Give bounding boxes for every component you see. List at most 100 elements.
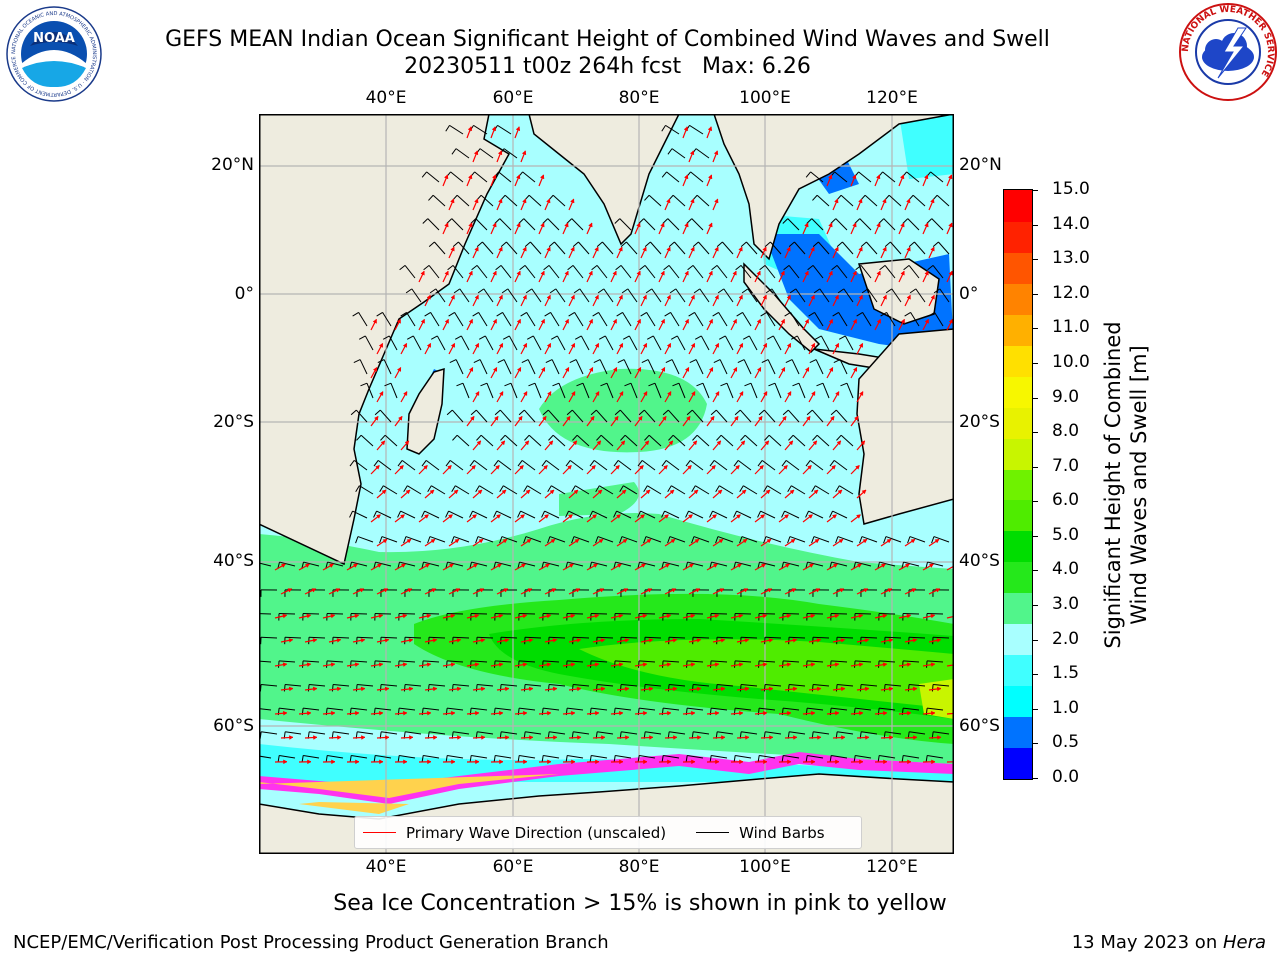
- wave-arrow: [568, 198, 575, 211]
- wave-arrow: [664, 391, 672, 403]
- wave-arrow: [808, 735, 822, 740]
- wave-arrow: [754, 710, 768, 716]
- wave-arrow: [610, 710, 624, 716]
- colorbar-tick-label: 0.0: [1052, 767, 1080, 787]
- wind-barb: [667, 485, 686, 495]
- wave-arrow: [640, 440, 650, 451]
- india: [528, 114, 680, 246]
- wind-barb: [517, 460, 536, 471]
- wave-arrow: [400, 342, 408, 355]
- wave-arrow: [514, 367, 522, 379]
- wind-barb: [620, 241, 638, 255]
- wave-arrow: [520, 588, 533, 595]
- wave-arrow: [298, 613, 312, 619]
- wind-barb: [883, 684, 902, 692]
- wind-barb: [446, 409, 464, 423]
- wind-barb: [884, 589, 902, 597]
- wave-arrow: [688, 294, 695, 307]
- wind-barb: [379, 485, 398, 495]
- colorbar-segment: [1004, 282, 1032, 315]
- wind-barb: [741, 288, 758, 303]
- wind-barb: [260, 636, 278, 645]
- wind-barb: [504, 382, 518, 399]
- wave-arrow: [490, 464, 500, 475]
- wave-arrow: [682, 222, 689, 235]
- wind-barb: [547, 485, 566, 495]
- wave-arrow: [634, 464, 644, 475]
- wave-arrow: [466, 174, 473, 187]
- wave-arrow: [466, 662, 480, 667]
- wave-arrow: [544, 489, 555, 499]
- wind-barb: [307, 684, 326, 692]
- wind-barb: [669, 288, 686, 303]
- lat-tick-left: 20°N: [211, 155, 254, 175]
- colorbar-segment: [1004, 406, 1032, 439]
- wave-arrow: [592, 294, 599, 307]
- wind-barb: [502, 335, 518, 351]
- wind-barb: [926, 660, 944, 668]
- wind-barb: [812, 434, 830, 447]
- wind-barb: [715, 536, 734, 544]
- wind-barb: [691, 485, 710, 495]
- wave-arrow: [682, 514, 693, 523]
- wave-arrow: [880, 588, 893, 595]
- wave-arrow: [370, 759, 384, 765]
- wind-barb: [613, 510, 632, 519]
- wave-arrow: [496, 588, 509, 595]
- wind-barb: [350, 409, 368, 423]
- wave-arrow: [418, 662, 432, 667]
- wave-arrow: [922, 270, 929, 283]
- wave-arrow: [928, 588, 941, 595]
- wave-arrow: [442, 270, 449, 283]
- wind-barb: [565, 754, 584, 763]
- wave-arrow: [298, 759, 312, 765]
- wave-arrow: [640, 391, 648, 403]
- wave-arrow: [490, 270, 497, 283]
- wave-arrow: [562, 367, 570, 379]
- wind-barb: [473, 359, 488, 375]
- colorbar-segment: [1004, 654, 1032, 687]
- wave-arrow: [706, 759, 720, 765]
- wave-arrow: [520, 638, 534, 643]
- wave-arrow: [826, 270, 833, 283]
- wave-arrow: [640, 588, 653, 595]
- wave-arrow: [658, 710, 672, 716]
- wind-barb: [549, 288, 566, 303]
- wave-arrow: [448, 735, 462, 740]
- wind-barb: [596, 434, 614, 447]
- wave-arrow: [520, 294, 527, 307]
- wave-arrow: [904, 588, 917, 595]
- title-line-2: 20230511 t00z 264h fcst Max: 6.26: [404, 54, 811, 79]
- colorbar-segment: [1004, 530, 1032, 563]
- wind-barb: [713, 359, 728, 375]
- wave-arrow: [640, 538, 652, 547]
- wind-barb: [903, 265, 920, 279]
- wave-arrow: [682, 270, 689, 283]
- wave-arrow: [784, 391, 792, 403]
- wind-barb: [859, 684, 878, 692]
- wind-barb: [685, 754, 704, 763]
- wind-barb: [661, 460, 680, 471]
- wave-arrow: [784, 440, 794, 451]
- wind-barb: [352, 311, 368, 327]
- wave-arrow: [466, 759, 480, 765]
- wave-arrow: [688, 735, 702, 740]
- wind-barb: [788, 434, 806, 447]
- wave-arrow: [352, 735, 366, 740]
- wind-barb: [734, 660, 752, 668]
- wave-arrow: [568, 735, 582, 740]
- wind-barb: [259, 562, 272, 567]
- wave-arrow: [904, 246, 911, 259]
- wave-arrow: [520, 440, 530, 451]
- colorbar-segment: [1004, 623, 1032, 656]
- chart-title: GEFS MEAN Indian Ocean Significant Heigh…: [140, 26, 1075, 80]
- wind-barb: [277, 754, 296, 763]
- wind-barb: [469, 754, 488, 763]
- wind-barb: [736, 311, 752, 327]
- wave-arrow: [664, 440, 674, 451]
- wave-arrow: [400, 538, 412, 547]
- wave-arrow: [586, 514, 597, 523]
- wind-barb: [499, 485, 518, 495]
- wave-arrow: [682, 613, 696, 619]
- wave-arrow: [400, 686, 414, 692]
